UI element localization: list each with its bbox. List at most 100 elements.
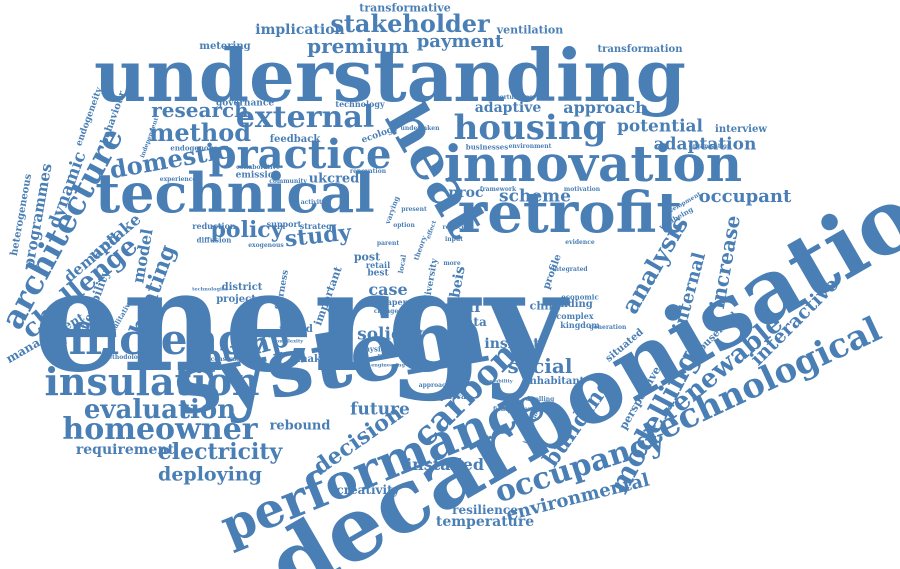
word-fishmonger: fishmonger <box>493 406 531 413</box>
word-retrofit: retrofit <box>457 180 683 246</box>
word-information: information <box>507 352 541 359</box>
word-resilience: resilience <box>452 503 518 517</box>
word-approach: approach <box>563 98 647 117</box>
word-homeowner: homeowner <box>62 412 258 447</box>
word-installed: installed <box>406 455 484 474</box>
word-refurbishment: refurbishment <box>377 352 419 359</box>
word-transformation: transformation <box>597 44 683 55</box>
word-present: present <box>401 206 427 213</box>
word-evaluation: evaluation <box>83 395 237 425</box>
word-method: method <box>149 118 251 147</box>
word-making: making <box>296 354 340 365</box>
word-adaptation: adaptation <box>653 134 757 155</box>
word-reduce: reduce <box>442 224 466 231</box>
word-governance: governance <box>215 98 275 109</box>
word-child: child <box>529 299 561 313</box>
word-different: different <box>277 332 307 339</box>
word-understanding: understanding <box>94 33 686 118</box>
word-adaptability: adaptability <box>479 378 513 385</box>
word-data: data <box>457 315 487 329</box>
word-premium: premium <box>307 34 409 58</box>
word-support: support <box>266 219 302 229</box>
word-economic: economic <box>561 292 599 302</box>
word-construction: construction <box>210 356 254 363</box>
word-dwelling: dwelling <box>525 396 555 403</box>
word-social: social <box>507 354 573 378</box>
word-approaches: approaches <box>418 382 458 389</box>
word-efficiency: efficiency <box>42 315 268 364</box>
word-rebound: rebound <box>269 418 331 434</box>
word-complexity: complexity <box>272 338 304 345</box>
word-future: future <box>350 399 410 420</box>
word-energy: energy <box>33 240 567 404</box>
word-district: district <box>221 282 263 293</box>
word-interview: interview <box>715 124 767 135</box>
word-best: best <box>367 268 389 279</box>
word-policies: policies <box>405 328 427 335</box>
word-empirical: empirical <box>426 391 470 401</box>
word-technologies: technologies <box>192 286 228 293</box>
word-varying: varying <box>382 194 402 226</box>
word-policy: policy <box>210 217 284 243</box>
word-kingdom: kingdom <box>560 320 600 330</box>
word-finding: finding <box>553 299 593 310</box>
word-inhabitant: inhabitant <box>525 376 585 387</box>
word-temperature: temperature <box>435 514 535 530</box>
word-organisation: organisation <box>688 143 732 150</box>
word-innovation: innovation <box>443 134 743 193</box>
word-external: external <box>235 100 375 135</box>
word-housing: housing <box>453 108 607 148</box>
word-creativity: creativity <box>336 483 400 497</box>
word-generation: generation <box>589 324 627 331</box>
word-retail: retail <box>365 260 391 270</box>
word-practice: practice <box>208 131 392 178</box>
word-stakeholder: stakeholder <box>330 9 490 38</box>
word-diffusion: diffusion <box>196 235 232 245</box>
word-undertaken: undertaken <box>400 125 440 132</box>
word-input: input <box>445 236 463 243</box>
word-metering: metering <box>199 41 251 52</box>
word-proc: proc <box>448 185 484 201</box>
word-ventilation: ventilation <box>496 23 564 37</box>
word-activities: activities <box>300 199 332 206</box>
word-post: post <box>353 250 381 264</box>
word-renovation: renovation <box>349 168 387 175</box>
word-motivation: motivation <box>563 186 601 193</box>
word-insight: insight <box>484 336 540 352</box>
word-project: project <box>216 294 256 305</box>
word-strategy: strategy <box>299 221 337 231</box>
word-opportunities: opportunities <box>487 94 533 101</box>
word-community: community <box>269 178 307 185</box>
word-ukcred: ukcred <box>308 171 360 187</box>
word-mixed: mixed <box>279 324 313 335</box>
word-integrated: integrated <box>552 266 588 273</box>
word-payment: payment <box>416 31 504 52</box>
word-requirement: requirement <box>75 442 175 458</box>
word-option: option <box>393 222 415 229</box>
word-technology: technology <box>335 99 385 109</box>
word-electricity: electricity <box>157 439 283 465</box>
word-engineering: engineering <box>371 362 405 369</box>
word-change: change <box>373 308 399 315</box>
word-wall: wall <box>443 297 481 316</box>
word-complex: complex <box>556 311 594 321</box>
word-implication: implication <box>255 22 345 38</box>
word-emission: emission <box>235 170 281 181</box>
word-potential: potential <box>616 116 704 137</box>
word-technical: technical <box>95 161 375 225</box>
word-addition: addition <box>436 334 460 341</box>
word-transformative: transformative <box>359 1 451 15</box>
word-case: case <box>368 280 408 299</box>
word-occupant: occupant <box>698 186 792 207</box>
word-research: research <box>151 98 249 122</box>
word-insulation: insulation <box>44 359 260 404</box>
word-exogenous: exogenous <box>248 242 284 249</box>
word-endogenous: endogenous <box>170 143 218 153</box>
word-experience: experience <box>159 176 197 183</box>
word-parent: parent <box>376 240 400 247</box>
word-feedback: feedback <box>269 134 321 145</box>
word-physical: physical <box>359 344 393 354</box>
word-scheme: scheme <box>499 186 571 207</box>
word-businesses: businesses <box>465 142 509 152</box>
